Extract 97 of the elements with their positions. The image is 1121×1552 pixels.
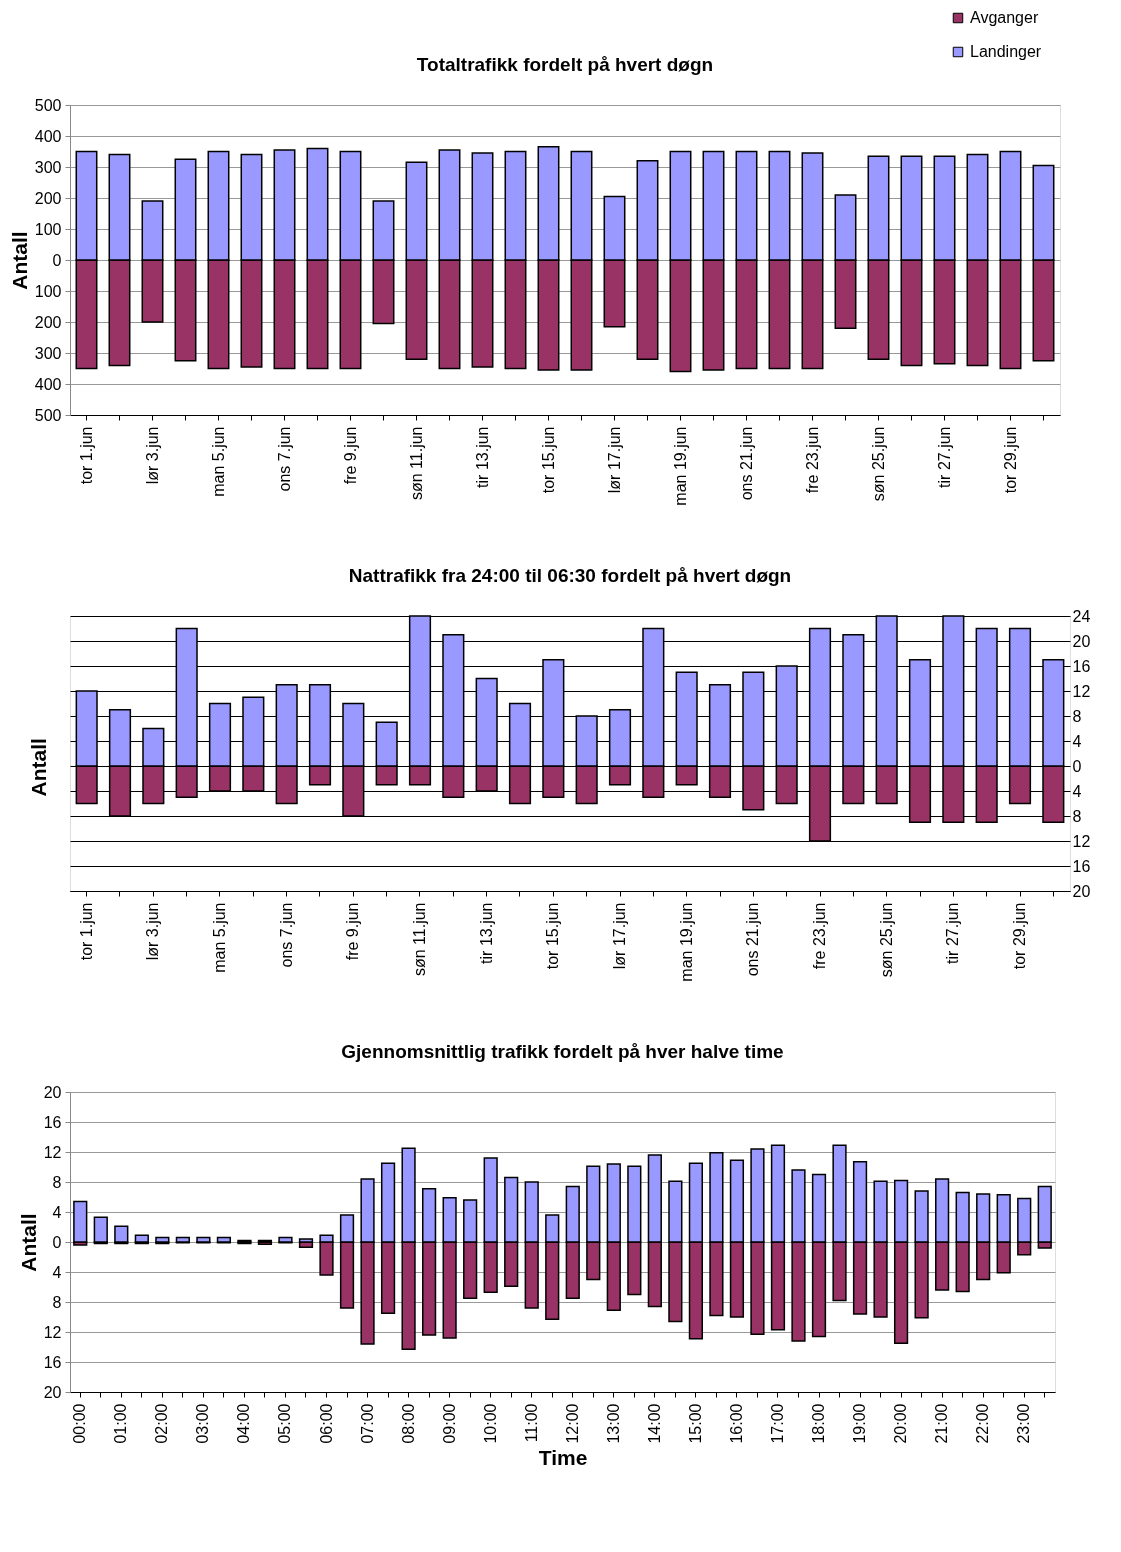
x-tick-label: 01:00 bbox=[112, 1403, 130, 1444]
y-tick-label: 16 bbox=[43, 1113, 62, 1131]
x-tick-label: 04:00 bbox=[235, 1403, 253, 1444]
y-tick-label: 24 bbox=[1072, 607, 1091, 625]
x-tick-label: man 5.jun bbox=[211, 902, 228, 973]
y-tick-label: 12 bbox=[43, 1323, 62, 1341]
y-tick-label: 300 bbox=[34, 158, 62, 176]
y-tick-label: 8 bbox=[52, 1293, 62, 1311]
x-tick-label: 05:00 bbox=[276, 1403, 294, 1444]
y-tick-label: 100 bbox=[34, 220, 62, 238]
y-tick-label: 400 bbox=[34, 127, 62, 145]
x-tick-label: lør 17.jun bbox=[605, 426, 623, 494]
x-tick-label: 21:00 bbox=[933, 1403, 951, 1444]
x-tick-label: 07:00 bbox=[358, 1403, 376, 1444]
y-axis-title: Antall bbox=[16, 1213, 40, 1272]
y-tick-label: 0 bbox=[52, 251, 62, 269]
legend-label: Landinger bbox=[970, 43, 1042, 60]
y-tick-label: 0 bbox=[52, 1233, 62, 1251]
y-axis-title: Antall bbox=[7, 231, 31, 290]
y-tick-label: 20 bbox=[1072, 882, 1091, 900]
x-tick-label: man 19.jun bbox=[677, 902, 695, 982]
x-axis-title: Time bbox=[538, 1445, 588, 1469]
x-tick-label: søn 11.jun bbox=[411, 902, 428, 977]
x-tick-label: lør 3.jun bbox=[143, 426, 161, 485]
y-tick-label: 16 bbox=[1072, 657, 1091, 675]
y-tick-label: 8 bbox=[1072, 807, 1082, 825]
x-tick-label: 00:00 bbox=[71, 1403, 89, 1444]
y-tick-label: 16 bbox=[1072, 857, 1091, 875]
x-tick-label: søn 25.jun bbox=[869, 426, 887, 502]
x-tick-label: lør 17.jun bbox=[611, 902, 628, 970]
y-tick-label: 12 bbox=[43, 1143, 62, 1161]
chart-title: Totaltrafikk fordelt på hvert døgn bbox=[416, 54, 714, 75]
y-tick-label: 4 bbox=[52, 1263, 62, 1281]
legend-label: Avganger bbox=[970, 9, 1039, 26]
x-tick-label: 14:00 bbox=[645, 1403, 663, 1444]
x-tick-label: ons 21.jun bbox=[744, 902, 762, 977]
x-tick-label: ons 21.jun bbox=[737, 426, 755, 501]
y-tick-label: 4 bbox=[1072, 732, 1082, 750]
chart-title: Gjennomsnittlig trafikk fordelt på hver halve time bbox=[341, 1041, 784, 1062]
y-tick-label: 12 bbox=[1072, 682, 1091, 700]
y-tick-label: 4 bbox=[52, 1203, 62, 1221]
y-tick-label: 20 bbox=[43, 1083, 62, 1101]
x-tick-label: fre 9.jun bbox=[344, 902, 362, 961]
x-tick-label: tir 13.jun bbox=[477, 902, 495, 964]
y-tick-label: 200 bbox=[34, 313, 62, 331]
x-tick-label: 20:00 bbox=[892, 1403, 910, 1444]
y-tick-label: 500 bbox=[34, 406, 62, 424]
x-tick-label: 11:00 bbox=[522, 1403, 540, 1443]
x-tick-label: tor 15.jun bbox=[539, 426, 557, 494]
x-tick-label: 09:00 bbox=[440, 1403, 458, 1444]
x-tick-label: 02:00 bbox=[153, 1403, 171, 1444]
x-tick-label: fre 9.jun bbox=[341, 426, 359, 485]
x-tick-label: tor 29.jun bbox=[1011, 902, 1028, 970]
y-tick-label: 0 bbox=[1072, 757, 1082, 775]
y-tick-label: 8 bbox=[52, 1173, 62, 1191]
x-tick-label: 08:00 bbox=[399, 1403, 417, 1444]
y-tick-label: 200 bbox=[34, 189, 62, 207]
x-tick-label: man 5.jun bbox=[209, 426, 227, 497]
x-tick-label: tor 15.jun bbox=[544, 902, 562, 970]
x-tick-label: tir 27.jun bbox=[935, 426, 953, 488]
y-tick-label: 400 bbox=[34, 375, 62, 393]
x-tick-label: 22:00 bbox=[974, 1403, 992, 1444]
x-tick-label: tor 1.jun bbox=[77, 902, 95, 961]
x-tick-label: 06:00 bbox=[317, 1403, 335, 1444]
y-tick-label: 500 bbox=[34, 96, 62, 114]
x-tick-label: fre 23.jun bbox=[811, 902, 828, 970]
y-tick-label: 16 bbox=[43, 1353, 62, 1371]
y-tick-label: 20 bbox=[43, 1383, 62, 1401]
x-tick-label: man 19.jun bbox=[671, 426, 689, 506]
y-tick-label: 300 bbox=[34, 344, 62, 362]
x-tick-label: 10:00 bbox=[481, 1403, 499, 1444]
x-tick-label: 18:00 bbox=[810, 1403, 828, 1444]
y-tick-label: 8 bbox=[1072, 707, 1082, 725]
x-tick-label: tir 27.jun bbox=[944, 902, 962, 964]
y-tick-label: 4 bbox=[1072, 782, 1082, 800]
x-tick-label: ons 7.jun bbox=[277, 902, 295, 968]
y-tick-label: 100 bbox=[34, 282, 62, 300]
x-tick-label: 12:00 bbox=[563, 1403, 581, 1444]
y-tick-label: 20 bbox=[1072, 632, 1091, 650]
x-tick-label: ons 7.jun bbox=[275, 426, 293, 492]
y-tick-label: 12 bbox=[1072, 832, 1091, 850]
x-tick-label: tor 29.jun bbox=[1001, 426, 1019, 494]
x-tick-label: lør 3.jun bbox=[144, 902, 162, 961]
x-tick-label: 03:00 bbox=[194, 1403, 212, 1444]
chart-title: Nattrafikk fra 24:00 til 06:30 fordelt på hvert døgn bbox=[348, 565, 792, 586]
x-tick-label: 23:00 bbox=[1015, 1403, 1033, 1444]
x-tick-label: 19:00 bbox=[851, 1403, 869, 1444]
x-tick-label: fre 23.jun bbox=[803, 426, 821, 494]
x-tick-label: 13:00 bbox=[604, 1403, 622, 1444]
x-tick-label: søn 11.jun bbox=[407, 426, 425, 501]
y-axis-title: Antall bbox=[27, 738, 50, 797]
x-tick-label: tir 13.jun bbox=[473, 426, 491, 488]
x-tick-label: tor 1.jun bbox=[77, 426, 95, 485]
x-tick-label: 15:00 bbox=[686, 1403, 704, 1444]
x-tick-label: søn 25.jun bbox=[877, 902, 895, 978]
x-tick-label: 16:00 bbox=[727, 1403, 745, 1444]
x-tick-label: 17:00 bbox=[768, 1403, 786, 1444]
